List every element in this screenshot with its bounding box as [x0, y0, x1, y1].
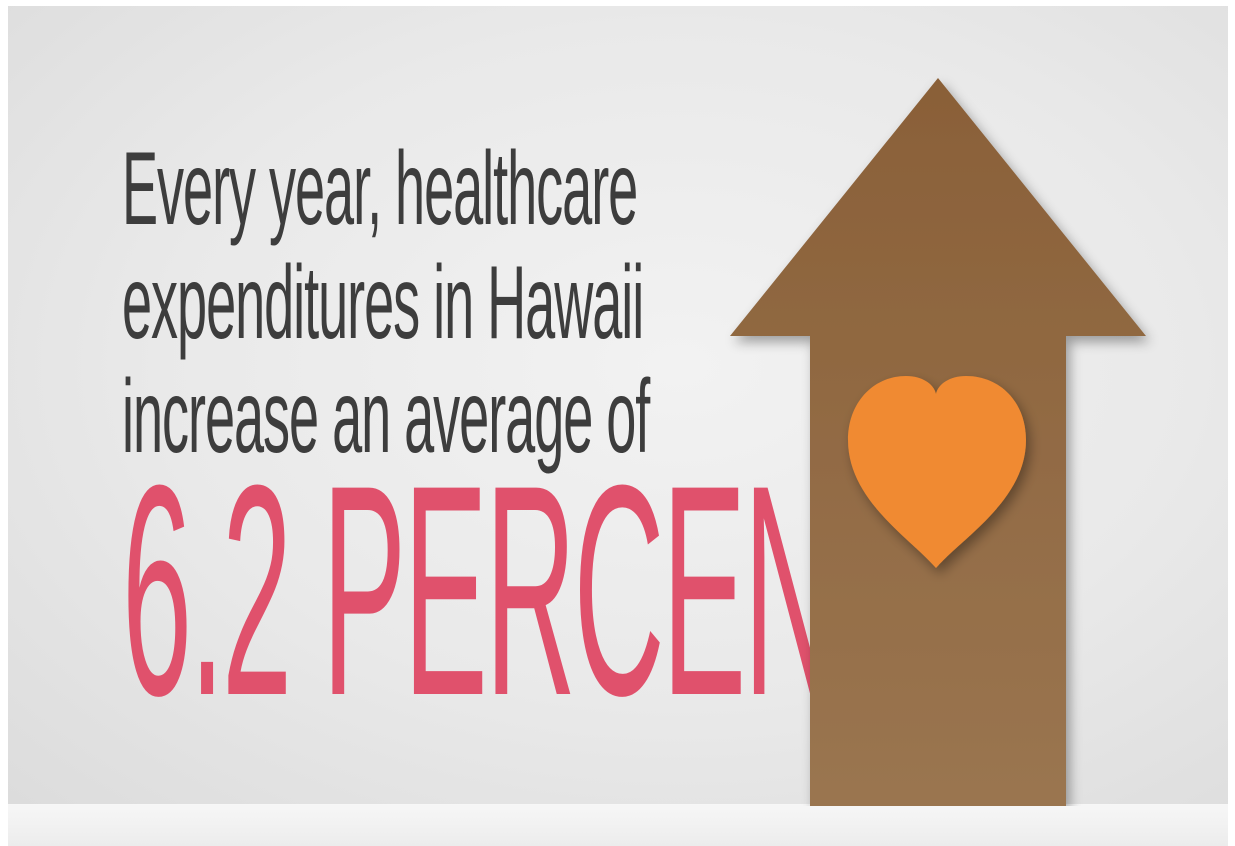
headline-text: Every year, healthcare expenditures in H…: [122, 132, 702, 474]
heart-icon: [848, 376, 1026, 568]
headline-line-1: Every year, healthcare: [122, 131, 638, 247]
headline-line-2: expenditures in Hawaii: [122, 245, 644, 361]
highlight-percent: 6.2 PERCENT: [122, 422, 909, 758]
up-arrow-icon: [730, 78, 1146, 806]
floor-strip: [8, 804, 1228, 846]
